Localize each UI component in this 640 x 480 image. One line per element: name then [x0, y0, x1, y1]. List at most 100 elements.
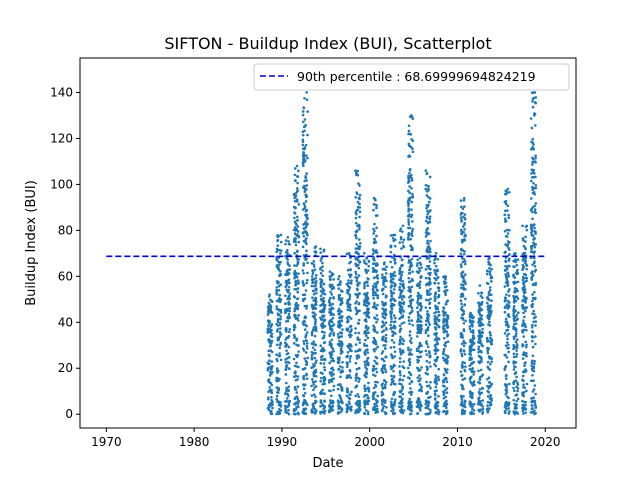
data-point — [420, 404, 423, 408]
data-point — [393, 325, 397, 329]
data-point — [382, 404, 386, 408]
plot-frame — [79, 57, 577, 429]
data-point — [524, 400, 527, 404]
data-point — [409, 393, 413, 396]
data-point — [312, 343, 316, 346]
data-point — [321, 392, 324, 395]
data-point — [268, 389, 272, 392]
data-point — [398, 401, 401, 405]
data-point — [436, 286, 440, 289]
data-point — [304, 143, 308, 147]
data-point — [418, 256, 422, 260]
data-point — [345, 376, 349, 379]
data-point — [374, 367, 378, 371]
data-point — [416, 294, 420, 298]
data-point — [366, 348, 369, 351]
data-point — [372, 257, 375, 261]
data-point — [400, 382, 403, 386]
data-point — [376, 318, 379, 321]
data-point — [380, 352, 384, 355]
data-point — [306, 216, 309, 220]
data-point — [408, 339, 412, 343]
data-point — [284, 254, 287, 258]
data-point — [444, 341, 447, 345]
data-point — [399, 276, 403, 279]
data-point — [521, 391, 524, 395]
data-point — [478, 329, 481, 332]
data-point — [301, 208, 305, 211]
x-tick-label: 2020 — [530, 435, 561, 449]
data-point — [354, 247, 358, 250]
data-point — [358, 193, 362, 197]
data-point — [512, 398, 515, 402]
data-point — [437, 325, 441, 329]
data-point — [434, 374, 437, 377]
data-point — [323, 366, 326, 369]
data-point — [332, 278, 336, 281]
data-point — [286, 336, 289, 340]
data-point — [469, 353, 473, 357]
data-point — [338, 312, 342, 315]
data-point — [490, 267, 493, 271]
data-point — [522, 289, 525, 293]
data-point — [332, 384, 336, 388]
data-point — [437, 412, 440, 416]
data-point — [419, 409, 422, 412]
data-point — [355, 256, 358, 259]
data-point — [371, 266, 375, 270]
data-point — [442, 356, 445, 360]
data-point — [315, 291, 318, 295]
data-point — [508, 191, 511, 194]
data-point — [504, 317, 508, 321]
data-point — [389, 404, 393, 408]
data-point — [513, 412, 517, 416]
data-point — [287, 388, 290, 392]
data-point — [303, 190, 307, 193]
data-point — [516, 272, 520, 275]
data-point — [425, 194, 429, 197]
data-point — [425, 264, 429, 268]
data-point — [275, 258, 279, 261]
data-point — [533, 245, 537, 249]
data-point — [525, 351, 528, 355]
data-point — [477, 396, 481, 399]
data-point — [400, 409, 404, 412]
data-point — [410, 257, 414, 261]
data-point — [381, 312, 384, 316]
data-point — [419, 307, 423, 311]
data-point — [337, 411, 340, 414]
data-point — [436, 348, 440, 352]
data-point — [400, 258, 404, 262]
data-point — [313, 268, 317, 271]
data-point — [336, 383, 340, 387]
data-point — [337, 287, 341, 290]
data-point — [416, 335, 419, 338]
data-point — [534, 183, 538, 187]
data-point — [337, 307, 341, 311]
data-point — [268, 381, 272, 384]
data-point — [276, 238, 280, 242]
data-point — [400, 351, 404, 354]
data-point — [489, 362, 492, 366]
data-point — [505, 390, 509, 394]
data-point — [286, 268, 290, 272]
data-point — [514, 260, 518, 264]
data-point — [399, 237, 403, 241]
data-point — [321, 297, 324, 301]
data-point — [402, 282, 405, 286]
data-point — [376, 331, 379, 334]
data-point — [390, 409, 393, 413]
data-point — [407, 405, 411, 408]
data-point — [292, 272, 296, 275]
data-point — [312, 388, 315, 392]
data-point — [306, 261, 309, 265]
data-point — [301, 138, 305, 142]
data-point — [461, 313, 464, 317]
data-point — [376, 294, 380, 297]
data-point — [444, 329, 447, 333]
data-point — [424, 231, 428, 234]
data-point — [401, 230, 404, 233]
data-point — [305, 281, 308, 285]
data-point — [303, 367, 307, 370]
data-point — [296, 316, 299, 320]
